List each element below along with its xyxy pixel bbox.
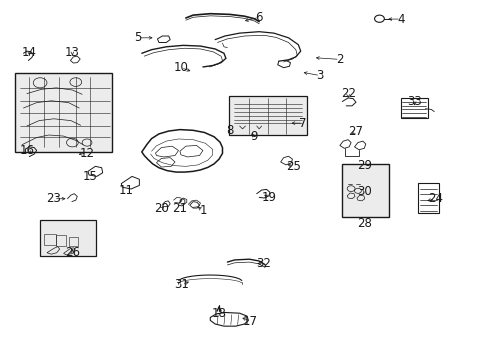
- Text: 17: 17: [243, 315, 257, 328]
- Text: 27: 27: [348, 125, 363, 138]
- Text: 16: 16: [20, 144, 34, 157]
- Text: 21: 21: [172, 202, 187, 215]
- Bar: [417, 183, 438, 213]
- Text: 32: 32: [256, 257, 271, 270]
- Text: 20: 20: [154, 202, 168, 215]
- Text: 5: 5: [134, 31, 142, 44]
- Bar: [228, 96, 306, 135]
- Text: 23: 23: [46, 192, 61, 205]
- Text: 11: 11: [119, 184, 133, 197]
- Bar: [400, 98, 427, 118]
- Bar: [56, 235, 66, 246]
- Text: 15: 15: [83, 170, 98, 183]
- Text: 31: 31: [174, 278, 189, 291]
- Bar: [44, 234, 56, 245]
- Text: 28: 28: [356, 217, 371, 230]
- Bar: [15, 73, 112, 152]
- Text: 13: 13: [65, 46, 80, 59]
- Text: 19: 19: [261, 191, 276, 204]
- Text: 2: 2: [335, 53, 343, 66]
- Text: 8: 8: [225, 124, 233, 137]
- Text: 12: 12: [80, 147, 94, 159]
- Text: 22: 22: [340, 87, 355, 100]
- Text: 9: 9: [250, 130, 258, 143]
- Text: 6: 6: [255, 11, 263, 24]
- Text: 30: 30: [356, 185, 371, 198]
- Text: 7: 7: [299, 117, 306, 130]
- Bar: [69, 237, 78, 246]
- Text: 14: 14: [22, 46, 37, 59]
- Text: 24: 24: [427, 192, 442, 205]
- Text: 29: 29: [356, 159, 371, 172]
- Text: 1: 1: [199, 204, 206, 217]
- Bar: [40, 220, 96, 256]
- Text: 26: 26: [65, 246, 80, 259]
- Text: 18: 18: [211, 307, 226, 320]
- Text: 4: 4: [396, 13, 404, 26]
- Text: 3: 3: [316, 69, 324, 82]
- Text: 25: 25: [285, 160, 300, 173]
- Text: 33: 33: [407, 95, 421, 108]
- Text: 10: 10: [173, 61, 188, 74]
- Bar: [342, 164, 388, 217]
